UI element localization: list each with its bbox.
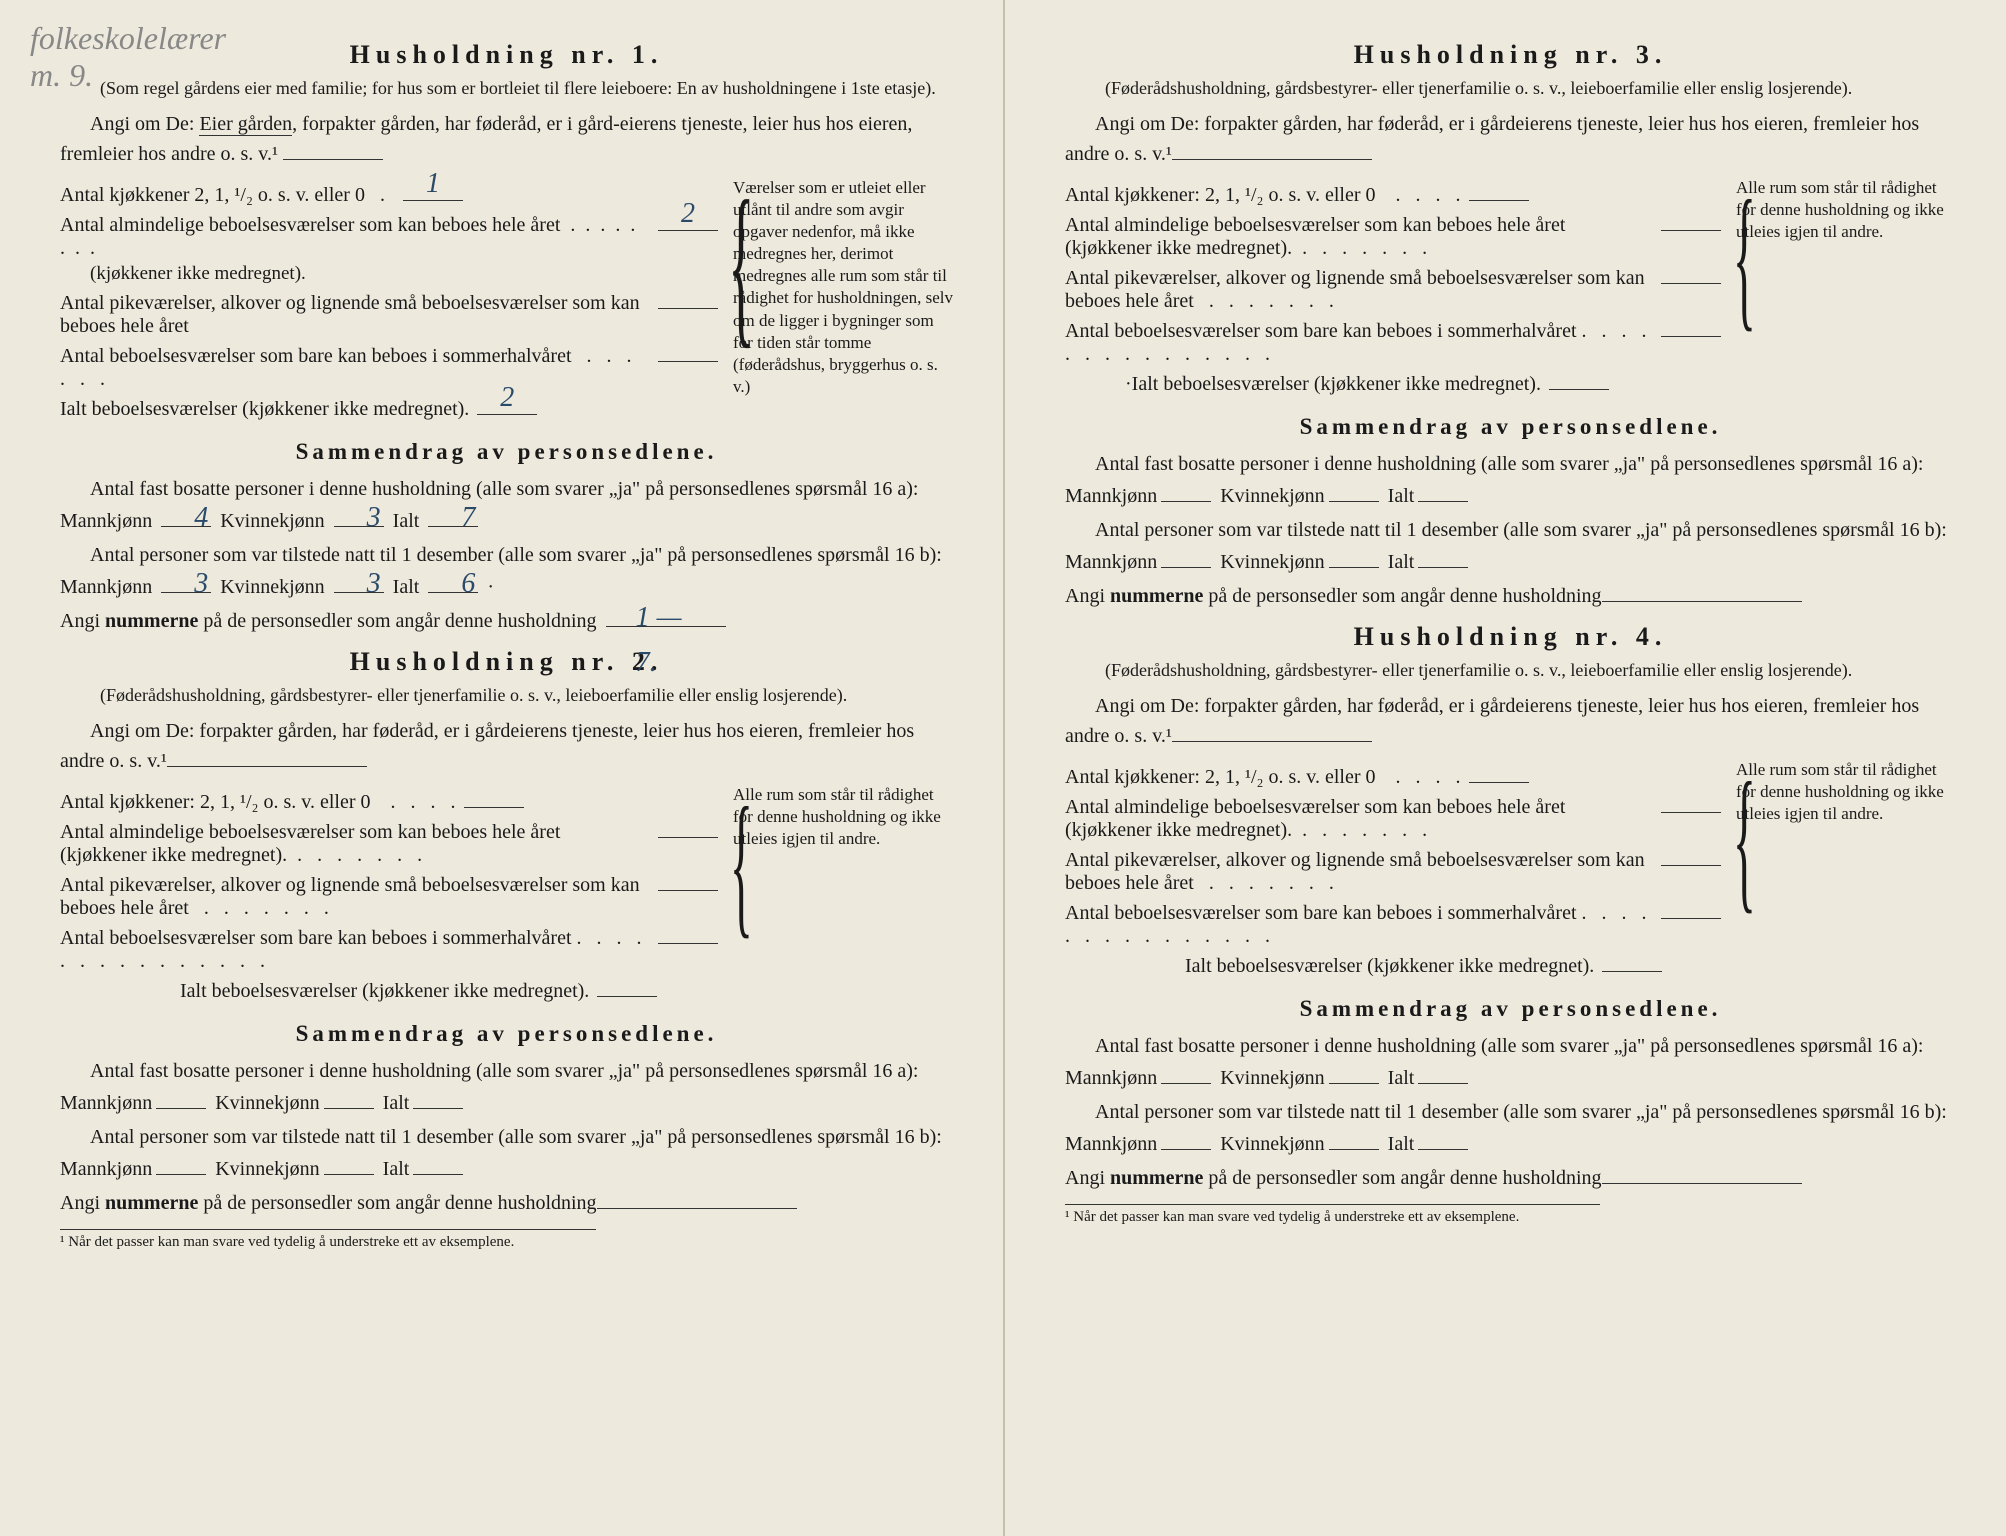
summary-16a-1: Antal fast bosatte personer i denne hush… (60, 473, 953, 537)
angi-text-2: Angi om De: forpakter gården, har føderå… (60, 716, 953, 776)
right-note-2: { Alle rum som står til rådighet for den… (718, 784, 953, 1006)
angi-text-1: Angi om De: Eier gården, forpakter gårde… (60, 109, 953, 169)
right-note-4: { Alle rum som står til rådighet for den… (1721, 759, 1956, 981)
nummer-4: Angi nummerne på de personsedler som ang… (1065, 1162, 1956, 1194)
summary-title-2: Sammendrag av personsedlene. (60, 1021, 953, 1047)
summary-16a-3: Antal fast bosatte personer i denne hush… (1065, 448, 1956, 512)
summary-16b-3: Antal personer som var tilstede natt til… (1065, 514, 1956, 578)
rooms-block-1: Antal kjøkkener 2, 1, ¹/₂ o. s. v. eller… (60, 177, 953, 424)
subtitle-4: (Føderådshusholdning, gårdsbestyrer- ell… (1105, 660, 1956, 681)
section-title-3: Husholdning nr. 3. (1065, 40, 1956, 70)
rooms-block-4: Antal kjøkkener: 2, 1, ¹/₂ o. s. v. elle… (1065, 759, 1956, 981)
left-page: folkeskolelærer m. 9. Husholdning nr. 1.… (0, 0, 1003, 1536)
subtitle-3: (Føderådshusholdning, gårdsbestyrer- ell… (1105, 78, 1956, 99)
angi-text-3: Angi om De: forpakter gården, har føderå… (1065, 109, 1956, 169)
summary-16b-2: Antal personer som var tilstede natt til… (60, 1121, 953, 1185)
right-note-3: { Alle rum som står til rådighet for den… (1721, 177, 1956, 399)
section-title-4: Husholdning nr. 4. (1065, 622, 1956, 652)
footnote-left: ¹ Når det passer kan man svare ved tydel… (60, 1229, 596, 1251)
right-page: Husholdning nr. 3. (Føderådshusholdning,… (1003, 0, 2006, 1536)
summary-title-1: Sammendrag av personsedlene. (60, 439, 953, 465)
summary-title-4: Sammendrag av personsedlene. (1065, 996, 1956, 1022)
footnote-right: ¹ Når det passer kan man svare ved tydel… (1065, 1204, 1600, 1226)
subtitle-2: (Føderådshusholdning, gårdsbestyrer- ell… (100, 685, 953, 706)
handwritten-note: folkeskolelærer m. 9. (30, 20, 226, 94)
subtitle-1: (Som regel gårdens eier med familie; for… (100, 78, 953, 99)
nummer-2: Angi nummerne på de personsedler som ang… (60, 1187, 953, 1219)
summary-title-3: Sammendrag av personsedlene. (1065, 414, 1956, 440)
section-title-2: Husholdning nr. 2. (60, 647, 953, 677)
angi-text-4: Angi om De: forpakter gården, har føderå… (1065, 691, 1956, 751)
summary-16b-1: Antal personer som var tilstede natt til… (60, 539, 953, 603)
nummer-3: Angi nummerne på de personsedler som ang… (1065, 580, 1956, 612)
right-note-1: { Værelser som er utleiet eller utlånt t… (718, 177, 953, 424)
rooms-block-3: Antal kjøkkener: 2, 1, ¹/₂ o. s. v. elle… (1065, 177, 1956, 399)
summary-16a-2: Antal fast bosatte personer i denne hush… (60, 1055, 953, 1119)
summary-16b-4: Antal personer som var tilstede natt til… (1065, 1096, 1956, 1160)
summary-16a-4: Antal fast bosatte personer i denne hush… (1065, 1030, 1956, 1094)
rooms-block-2: Antal kjøkkener: 2, 1, ¹/₂ o. s. v. elle… (60, 784, 953, 1006)
nummer-1: Angi nummerne på de personsedler som ang… (60, 605, 953, 637)
